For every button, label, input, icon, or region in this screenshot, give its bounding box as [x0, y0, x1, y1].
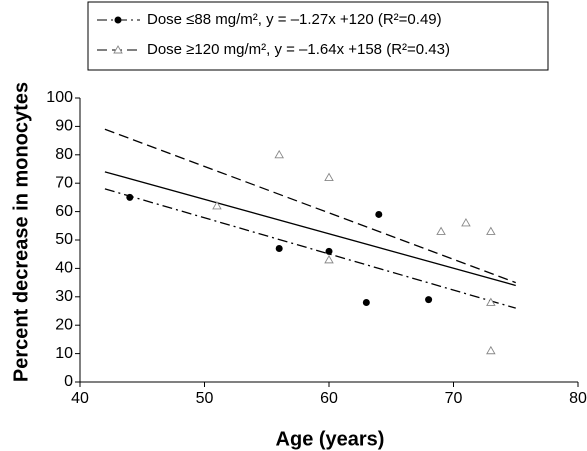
y-tick-label: 90 [55, 118, 73, 135]
point [126, 193, 134, 201]
x-tick-label: 70 [445, 390, 463, 407]
point [324, 254, 334, 264]
point [275, 245, 283, 253]
point [324, 172, 334, 181]
point [375, 210, 383, 218]
y-tick-label: 50 [55, 231, 73, 248]
point [362, 298, 370, 306]
y-tick-label: 10 [55, 345, 73, 362]
y-tick-label: 0 [64, 373, 73, 390]
legend-label: Dose ≤88 mg/m², y = –1.27x +120 (R²=0.49… [147, 11, 442, 28]
y-tick-label: 80 [55, 146, 73, 163]
y-tick-label: 70 [55, 174, 73, 191]
point [325, 247, 333, 255]
point [461, 218, 471, 227]
fit-line [104, 171, 516, 287]
y-tick-label: 20 [55, 316, 73, 333]
fit-line [104, 128, 516, 284]
point [486, 297, 496, 306]
y-tick-label: 100 [46, 89, 73, 106]
legend-box [87, 1, 549, 71]
point [212, 201, 222, 210]
y-axis-title: Percent decrease in monocytes [10, 82, 32, 382]
x-tick-label: 80 [569, 390, 587, 407]
point [486, 226, 496, 235]
legend-label: Dose ≥120 mg/m², y = –1.64x +158 (R²=0.4… [147, 41, 450, 58]
y-tick-label: 30 [55, 288, 73, 305]
fit-line [104, 188, 516, 309]
point [436, 226, 446, 235]
x-tick-label: 40 [71, 390, 89, 407]
point [425, 296, 433, 304]
y-tick-label: 60 [55, 203, 73, 220]
x-axis-title: Age (years) [276, 428, 385, 450]
point [274, 149, 284, 159]
point [486, 345, 496, 355]
x-tick-label: 60 [320, 390, 338, 407]
x-tick-label: 50 [196, 390, 214, 407]
legend-marker [113, 45, 123, 54]
y-tick-label: 40 [55, 260, 73, 277]
legend-marker [114, 16, 122, 24]
